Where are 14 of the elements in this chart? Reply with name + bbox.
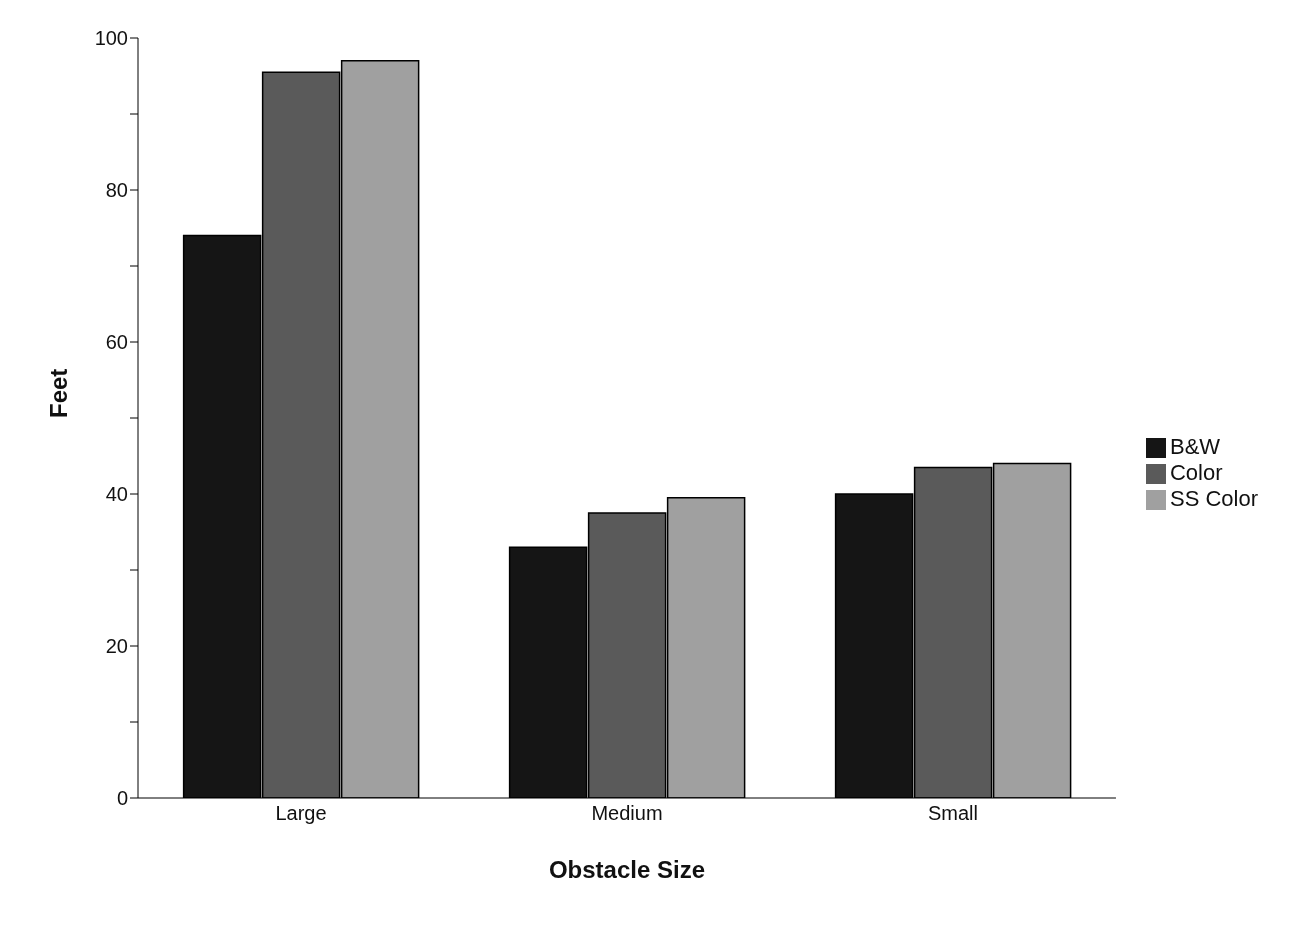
y-tick-label: 20 <box>105 635 128 658</box>
y-tick-label: 40 <box>105 483 128 506</box>
y-tick-label: 100 <box>94 27 128 50</box>
y-tick-label: 0 <box>116 787 128 810</box>
y-tick-label: 80 <box>105 179 128 202</box>
legend-label: SS Color <box>1169 486 1258 511</box>
legend-label: B&W <box>1169 434 1221 459</box>
x-tick-label: Large <box>275 802 327 825</box>
legend-label: Color <box>1169 460 1223 485</box>
x-tick-label: Medium <box>591 802 663 825</box>
x-tick-label: Small <box>927 802 978 825</box>
x-axis-title: Obstacle Size <box>548 856 706 883</box>
y-tick-label: 60 <box>105 331 128 354</box>
y-axis-title: Feet <box>44 368 72 418</box>
